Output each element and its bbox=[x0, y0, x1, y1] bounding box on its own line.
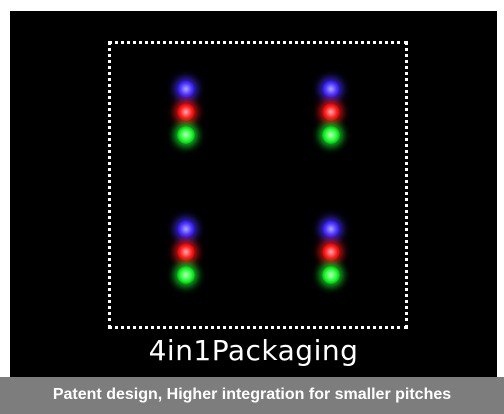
rgb-pixel-group-bottom-right bbox=[316, 220, 346, 300]
blue-led bbox=[177, 80, 195, 98]
caption-text: Patent design, Higher integration for sm… bbox=[52, 386, 452, 403]
package-outline-dotted-frame bbox=[108, 41, 408, 329]
green-led bbox=[177, 266, 195, 284]
red-led bbox=[177, 103, 195, 121]
rgb-pixel-group-top-left bbox=[171, 80, 201, 160]
packaging-illustration: 4in1Packaging bbox=[10, 11, 497, 377]
caption-bar: Patent design, Higher integration for sm… bbox=[0, 377, 504, 414]
green-led bbox=[322, 266, 340, 284]
packaging-title: 4in1Packaging bbox=[148, 334, 359, 367]
red-led bbox=[177, 243, 195, 261]
blue-led bbox=[177, 220, 195, 238]
blue-led bbox=[322, 220, 340, 238]
green-led bbox=[322, 126, 340, 144]
blue-led bbox=[322, 80, 340, 98]
red-led bbox=[322, 243, 340, 261]
red-led bbox=[322, 103, 340, 121]
rgb-pixel-group-bottom-left bbox=[171, 220, 201, 300]
rgb-pixel-group-top-right bbox=[316, 80, 346, 160]
green-led bbox=[177, 126, 195, 144]
